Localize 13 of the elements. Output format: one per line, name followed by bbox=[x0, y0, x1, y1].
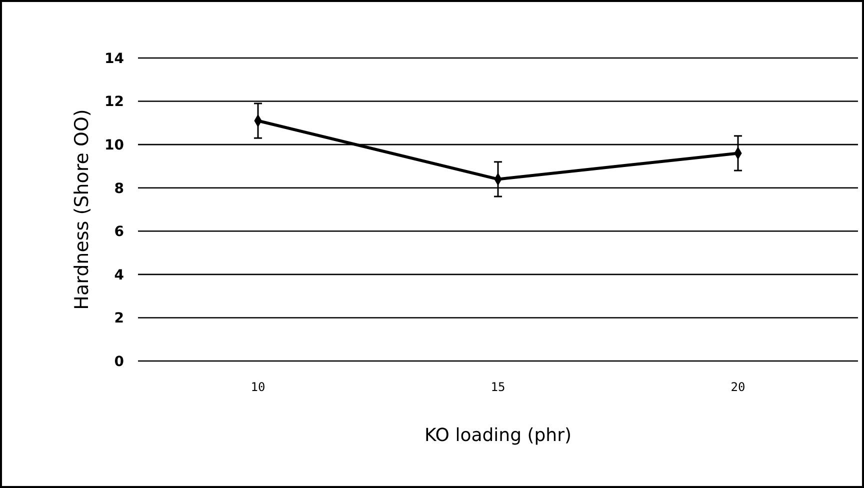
y-tick-label: 2 bbox=[114, 310, 124, 327]
x-tick-label: 10 bbox=[250, 380, 266, 394]
y-tick-label: 14 bbox=[104, 50, 124, 67]
x-tick-label: 15 bbox=[490, 380, 506, 394]
y-tick-label: 4 bbox=[114, 267, 124, 284]
x-axis-title: KO loading (phr) bbox=[424, 425, 572, 446]
y-tick-label: 6 bbox=[114, 224, 124, 240]
y-tick-label: 8 bbox=[114, 180, 124, 197]
y-tick-label: 10 bbox=[104, 137, 124, 154]
y-axis-title: Hardness (Shore OO) bbox=[71, 109, 93, 310]
x-tick-label: 20 bbox=[730, 380, 746, 394]
y-tick-label: 0 bbox=[114, 354, 124, 370]
y-tick-label: 12 bbox=[104, 94, 124, 110]
